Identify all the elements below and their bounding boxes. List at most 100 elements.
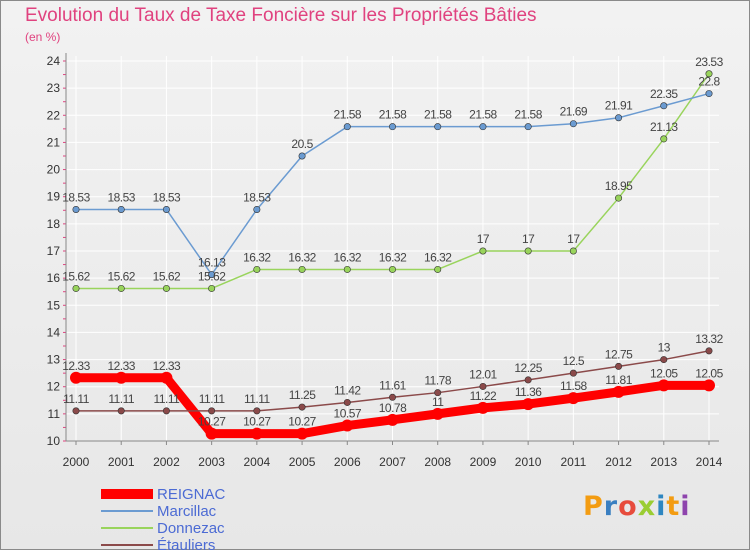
data-point	[479, 123, 487, 131]
data-label: 11.11	[244, 392, 271, 406]
data-point	[117, 284, 125, 292]
data-point	[160, 371, 173, 384]
x-tick-label: 2009	[470, 455, 497, 469]
data-point	[569, 369, 577, 377]
x-tick-label: 2005	[289, 455, 316, 469]
data-point	[524, 247, 532, 255]
data-point	[569, 120, 577, 128]
y-tick-label: 21	[47, 135, 61, 149]
data-label: 15.62	[107, 269, 135, 283]
data-point	[341, 419, 354, 432]
proxiti-logo: Proxiti	[583, 491, 691, 522]
data-label: 12.33	[62, 359, 90, 373]
legend-item-etauliers: Étauliers	[101, 537, 225, 554]
data-point	[72, 284, 80, 292]
x-tick-label: 2002	[153, 455, 180, 469]
data-label: 16.32	[424, 250, 452, 264]
data-label: 16.32	[288, 250, 316, 264]
data-label: 23.53	[695, 55, 723, 69]
logo-letter: x	[637, 491, 657, 522]
logo-letter: i	[656, 491, 667, 522]
y-tick-label: 15	[47, 298, 61, 312]
legend-swatch-etauliers	[101, 544, 153, 546]
y-tick-label: 22	[47, 108, 61, 122]
data-label: 10.27	[288, 415, 316, 429]
data-label: 11.61	[379, 378, 406, 392]
data-label: 16.32	[334, 250, 362, 264]
legend-label-reignac: REIGNAC	[157, 486, 226, 503]
data-point	[612, 385, 625, 398]
data-point	[615, 194, 623, 202]
data-point	[479, 382, 487, 390]
data-label: 16.32	[243, 250, 271, 264]
data-point	[208, 284, 216, 292]
y-tick-label: 11	[48, 407, 61, 421]
data-label: 11.25	[289, 388, 316, 402]
data-point	[72, 205, 80, 213]
data-point	[117, 205, 125, 213]
data-point	[70, 371, 82, 384]
data-point	[431, 407, 444, 420]
x-tick-label: 2012	[605, 455, 632, 469]
legend-label-donnezac: Donnezac	[157, 520, 225, 537]
data-label: 12.5	[563, 354, 585, 368]
data-point	[388, 265, 396, 273]
logo-letter: i	[680, 491, 691, 522]
y-tick-label: 20	[47, 163, 61, 177]
data-point	[162, 205, 170, 213]
data-point	[205, 427, 218, 440]
chart-subtitle: (en %)	[25, 30, 61, 44]
y-tick-label: 12	[47, 380, 61, 394]
data-label: 16.13	[198, 256, 226, 270]
data-point	[386, 413, 399, 426]
data-label: 11.11	[199, 392, 226, 406]
data-label: 11.11	[63, 392, 90, 406]
data-point	[567, 392, 580, 405]
data-point	[298, 403, 306, 411]
data-point	[705, 347, 713, 355]
x-tick-label: 2003	[198, 455, 225, 469]
data-point	[250, 427, 263, 440]
logo-letter: o	[618, 491, 638, 522]
data-label: 17	[567, 232, 580, 246]
data-label: 21.13	[650, 120, 678, 134]
data-label: 22.35	[650, 87, 678, 101]
data-label: 15.62	[62, 269, 90, 283]
data-point	[660, 102, 668, 110]
data-point	[569, 247, 577, 255]
x-tick-label: 2008	[424, 455, 451, 469]
chart-legend: REIGNAC Marcillac Donnezac Étauliers	[101, 486, 225, 554]
x-tick-label: 2000	[63, 455, 90, 469]
data-point	[615, 362, 623, 370]
data-label: 21.58	[469, 108, 497, 122]
data-label: 10.57	[334, 407, 362, 421]
data-label: 13.32	[695, 332, 723, 346]
data-label: 21.69	[560, 105, 588, 119]
data-label: 12.75	[605, 347, 633, 361]
data-label: 11.22	[470, 389, 497, 403]
data-label: 20.5	[291, 137, 313, 151]
legend-swatch-reignac	[101, 489, 153, 499]
data-point	[388, 123, 396, 131]
data-label: 11.11	[108, 392, 135, 406]
data-point	[615, 114, 623, 122]
data-point	[253, 265, 261, 273]
data-label: 10.27	[198, 415, 226, 429]
logo-letter: t	[666, 491, 681, 522]
data-label: 11.78	[424, 374, 451, 388]
data-label: 18.53	[243, 190, 271, 204]
x-tick-label: 2007	[379, 455, 406, 469]
data-point	[298, 152, 306, 160]
y-tick-label: 17	[47, 244, 61, 258]
data-label: 21.58	[424, 108, 452, 122]
legend-item-donnezac: Donnezac	[101, 520, 225, 537]
data-label: 12.05	[695, 366, 723, 380]
y-tick-label: 24	[47, 54, 61, 68]
data-point	[524, 376, 532, 384]
data-point	[162, 407, 170, 415]
data-label: 13	[658, 341, 671, 355]
data-point	[522, 398, 535, 411]
data-point	[479, 247, 487, 255]
data-point	[660, 356, 668, 364]
